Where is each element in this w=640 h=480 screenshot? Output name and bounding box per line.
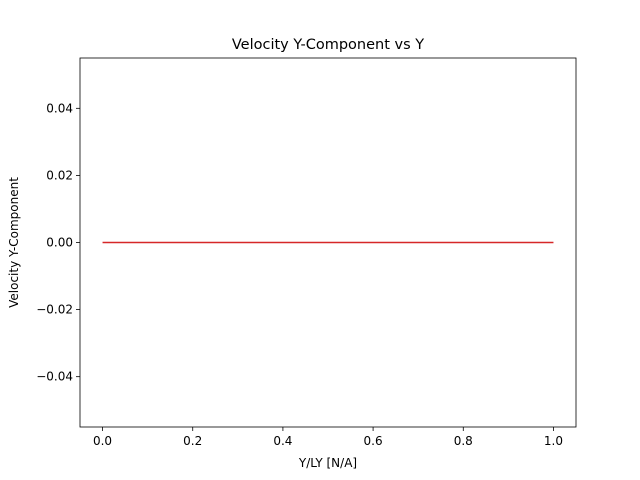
- x-axis-ticks: 0.0 0.2 0.4 0.6 0.8 1.0: [93, 427, 563, 448]
- y-tick-label-3: 0.00: [46, 236, 73, 250]
- x-axis-label: Y/LY [N/A]: [298, 456, 357, 470]
- y-tick-label-2: −0.02: [36, 303, 73, 317]
- x-tick-label-4: 0.6: [364, 434, 383, 448]
- y-tick-label-5: 0.04: [46, 101, 73, 115]
- y-axis-ticks: −0.04 −0.02 0.00 0.02 0.04: [36, 101, 80, 384]
- y-axis-label: Velocity Y-Component: [7, 177, 21, 308]
- x-tick-label-6: 1.0: [544, 434, 563, 448]
- x-tick-label-3: 0.4: [273, 434, 292, 448]
- x-tick-label-1: 0.0: [93, 434, 112, 448]
- chart-title: Velocity Y-Component vs Y: [232, 37, 424, 53]
- x-tick-label-5: 0.8: [454, 434, 473, 448]
- y-tick-label-1: −0.04: [36, 370, 73, 384]
- y-tick-label-4: 0.02: [46, 168, 73, 182]
- plot-area: 0.0 0.2 0.4 0.6 0.8 1.0 −0.04 −0.02 0.00 0.02 0.0…: [36, 57, 577, 448]
- x-tick-label-2: 0.2: [183, 434, 202, 448]
